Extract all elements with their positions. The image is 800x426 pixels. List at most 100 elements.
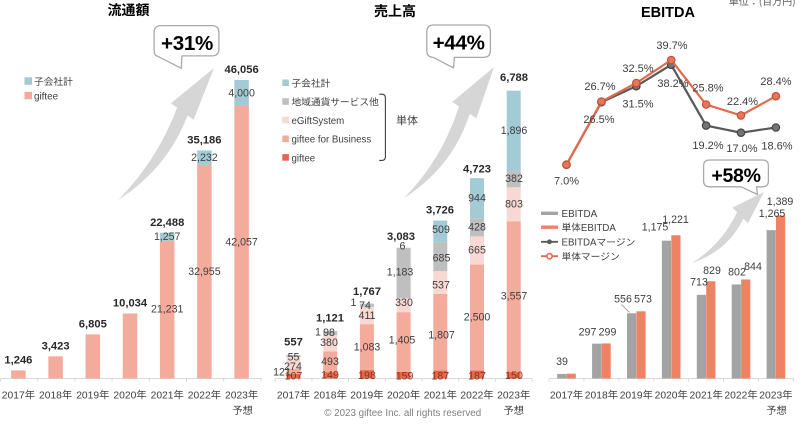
svg-text:1,767: 1,767 [353,286,381,298]
svg-text:159: 159 [396,370,414,382]
svg-text:2018: 2018 [314,390,337,401]
svg-text:297: 297 [579,327,597,339]
svg-text:19.2%: 19.2% [692,140,723,152]
svg-text:330: 330 [395,297,413,309]
svg-text:2021: 2021 [424,390,447,401]
svg-text:944: 944 [468,192,486,204]
svg-text:EBITDA: EBITDA [562,209,598,220]
svg-text:35,186: 35,186 [187,135,221,147]
svg-text:1,121: 1,121 [316,312,344,324]
svg-text:802: 802 [728,267,746,279]
svg-text:31.5%: 31.5% [622,99,653,111]
svg-text:28.4%: 28.4% [760,76,791,88]
svg-text:1,389: 1,389 [767,196,794,208]
svg-text:187: 187 [468,370,486,382]
svg-text:299: 299 [599,327,617,339]
svg-text:107: 107 [285,370,303,382]
svg-text:1,896: 1,896 [501,125,528,137]
svg-text:150: 150 [505,370,523,382]
svg-text:2022: 2022 [188,390,211,401]
svg-text:10,034: 10,034 [113,298,148,310]
svg-text:2022: 2022 [724,390,747,401]
svg-text:98: 98 [323,327,335,339]
svg-text:+58%: +58% [711,165,760,187]
svg-text:557: 557 [284,336,303,348]
svg-text:6,788: 6,788 [500,72,528,84]
svg-text:2022: 2022 [460,390,483,401]
svg-text:18.6%: 18.6% [761,141,792,153]
svg-text:2017: 2017 [2,390,25,401]
svg-text:25.8%: 25.8% [692,83,723,95]
svg-text:1,265: 1,265 [759,208,786,220]
svg-text:eGiftSystem: eGiftSystem [292,116,345,127]
svg-text:149: 149 [321,369,339,381]
svg-text:665: 665 [468,244,486,256]
svg-text:380: 380 [320,337,338,349]
svg-text:803: 803 [505,198,523,210]
svg-text:274: 274 [284,361,302,373]
svg-text:4,723: 4,723 [463,163,491,175]
svg-text:38.2%: 38.2% [657,78,688,90]
svg-text:556: 556 [614,294,632,306]
svg-text:1: 1 [315,326,321,338]
svg-text:3,726: 3,726 [426,204,454,216]
svg-text:685: 685 [433,252,451,264]
svg-text:1,246: 1,246 [4,355,32,367]
svg-text:2019: 2019 [350,390,373,401]
svg-text:121: 121 [273,366,291,378]
svg-text:2017: 2017 [277,390,300,401]
svg-text:1,183: 1,183 [387,266,414,278]
svg-text:493: 493 [321,356,339,368]
svg-text:2019: 2019 [620,390,643,401]
svg-text:3,557: 3,557 [501,291,528,303]
svg-text:6,805: 6,805 [79,319,107,331]
svg-text:2018: 2018 [585,390,608,401]
svg-text:39: 39 [556,356,568,368]
svg-text:198: 198 [358,370,376,382]
svg-text:21,231: 21,231 [151,304,184,316]
svg-text:32.5%: 32.5% [622,63,653,75]
svg-text:42,057: 42,057 [225,236,258,248]
svg-text:2021: 2021 [151,390,174,401]
svg-text:2023: 2023 [759,390,782,401]
svg-text:32,955: 32,955 [188,266,221,278]
svg-text:829: 829 [703,265,721,277]
svg-text:537: 537 [432,279,450,291]
svg-text:2023: 2023 [497,390,520,401]
svg-text:2018: 2018 [39,390,62,401]
svg-text:1,807: 1,807 [428,329,455,341]
svg-text:2,232: 2,232 [191,152,218,164]
svg-text:2,500: 2,500 [464,312,491,324]
svg-text:2017: 2017 [550,390,573,401]
svg-text:EBITDA: EBITDA [641,5,696,21]
svg-text:3,423: 3,423 [42,341,70,353]
svg-text:EBITDA: EBITDA [562,238,598,249]
svg-text:+44%: +44% [433,31,485,54]
svg-text:844: 844 [744,261,762,273]
svg-text:1,405: 1,405 [389,334,416,346]
svg-text:giftee: giftee [292,153,316,164]
svg-text:509: 509 [432,224,450,236]
svg-text:2019: 2019 [76,390,99,401]
svg-text:giftee for Business: giftee for Business [292,135,372,146]
svg-text:3,083: 3,083 [387,231,415,243]
svg-text:39.7%: 39.7% [656,40,687,52]
svg-text:4,000: 4,000 [228,87,255,99]
svg-text:713: 713 [690,277,708,289]
svg-text:382: 382 [505,173,523,185]
svg-text:17.0%: 17.0% [726,143,757,155]
svg-text:26.7%: 26.7% [584,81,615,93]
svg-text:74: 74 [359,300,371,312]
svg-text:46,056: 46,056 [224,64,258,76]
svg-text:22,488: 22,488 [150,217,184,229]
svg-text:26.5%: 26.5% [583,114,614,126]
svg-text:2020: 2020 [113,390,136,401]
svg-text:1,257: 1,257 [154,231,181,243]
svg-text:428: 428 [468,221,486,233]
svg-text:55: 55 [288,351,300,363]
svg-text:1,175: 1,175 [642,222,669,234]
svg-text:2020: 2020 [655,390,678,401]
svg-text:+31%: +31% [161,32,213,55]
svg-text:1,083: 1,083 [354,341,381,353]
svg-text:2020: 2020 [387,390,410,401]
